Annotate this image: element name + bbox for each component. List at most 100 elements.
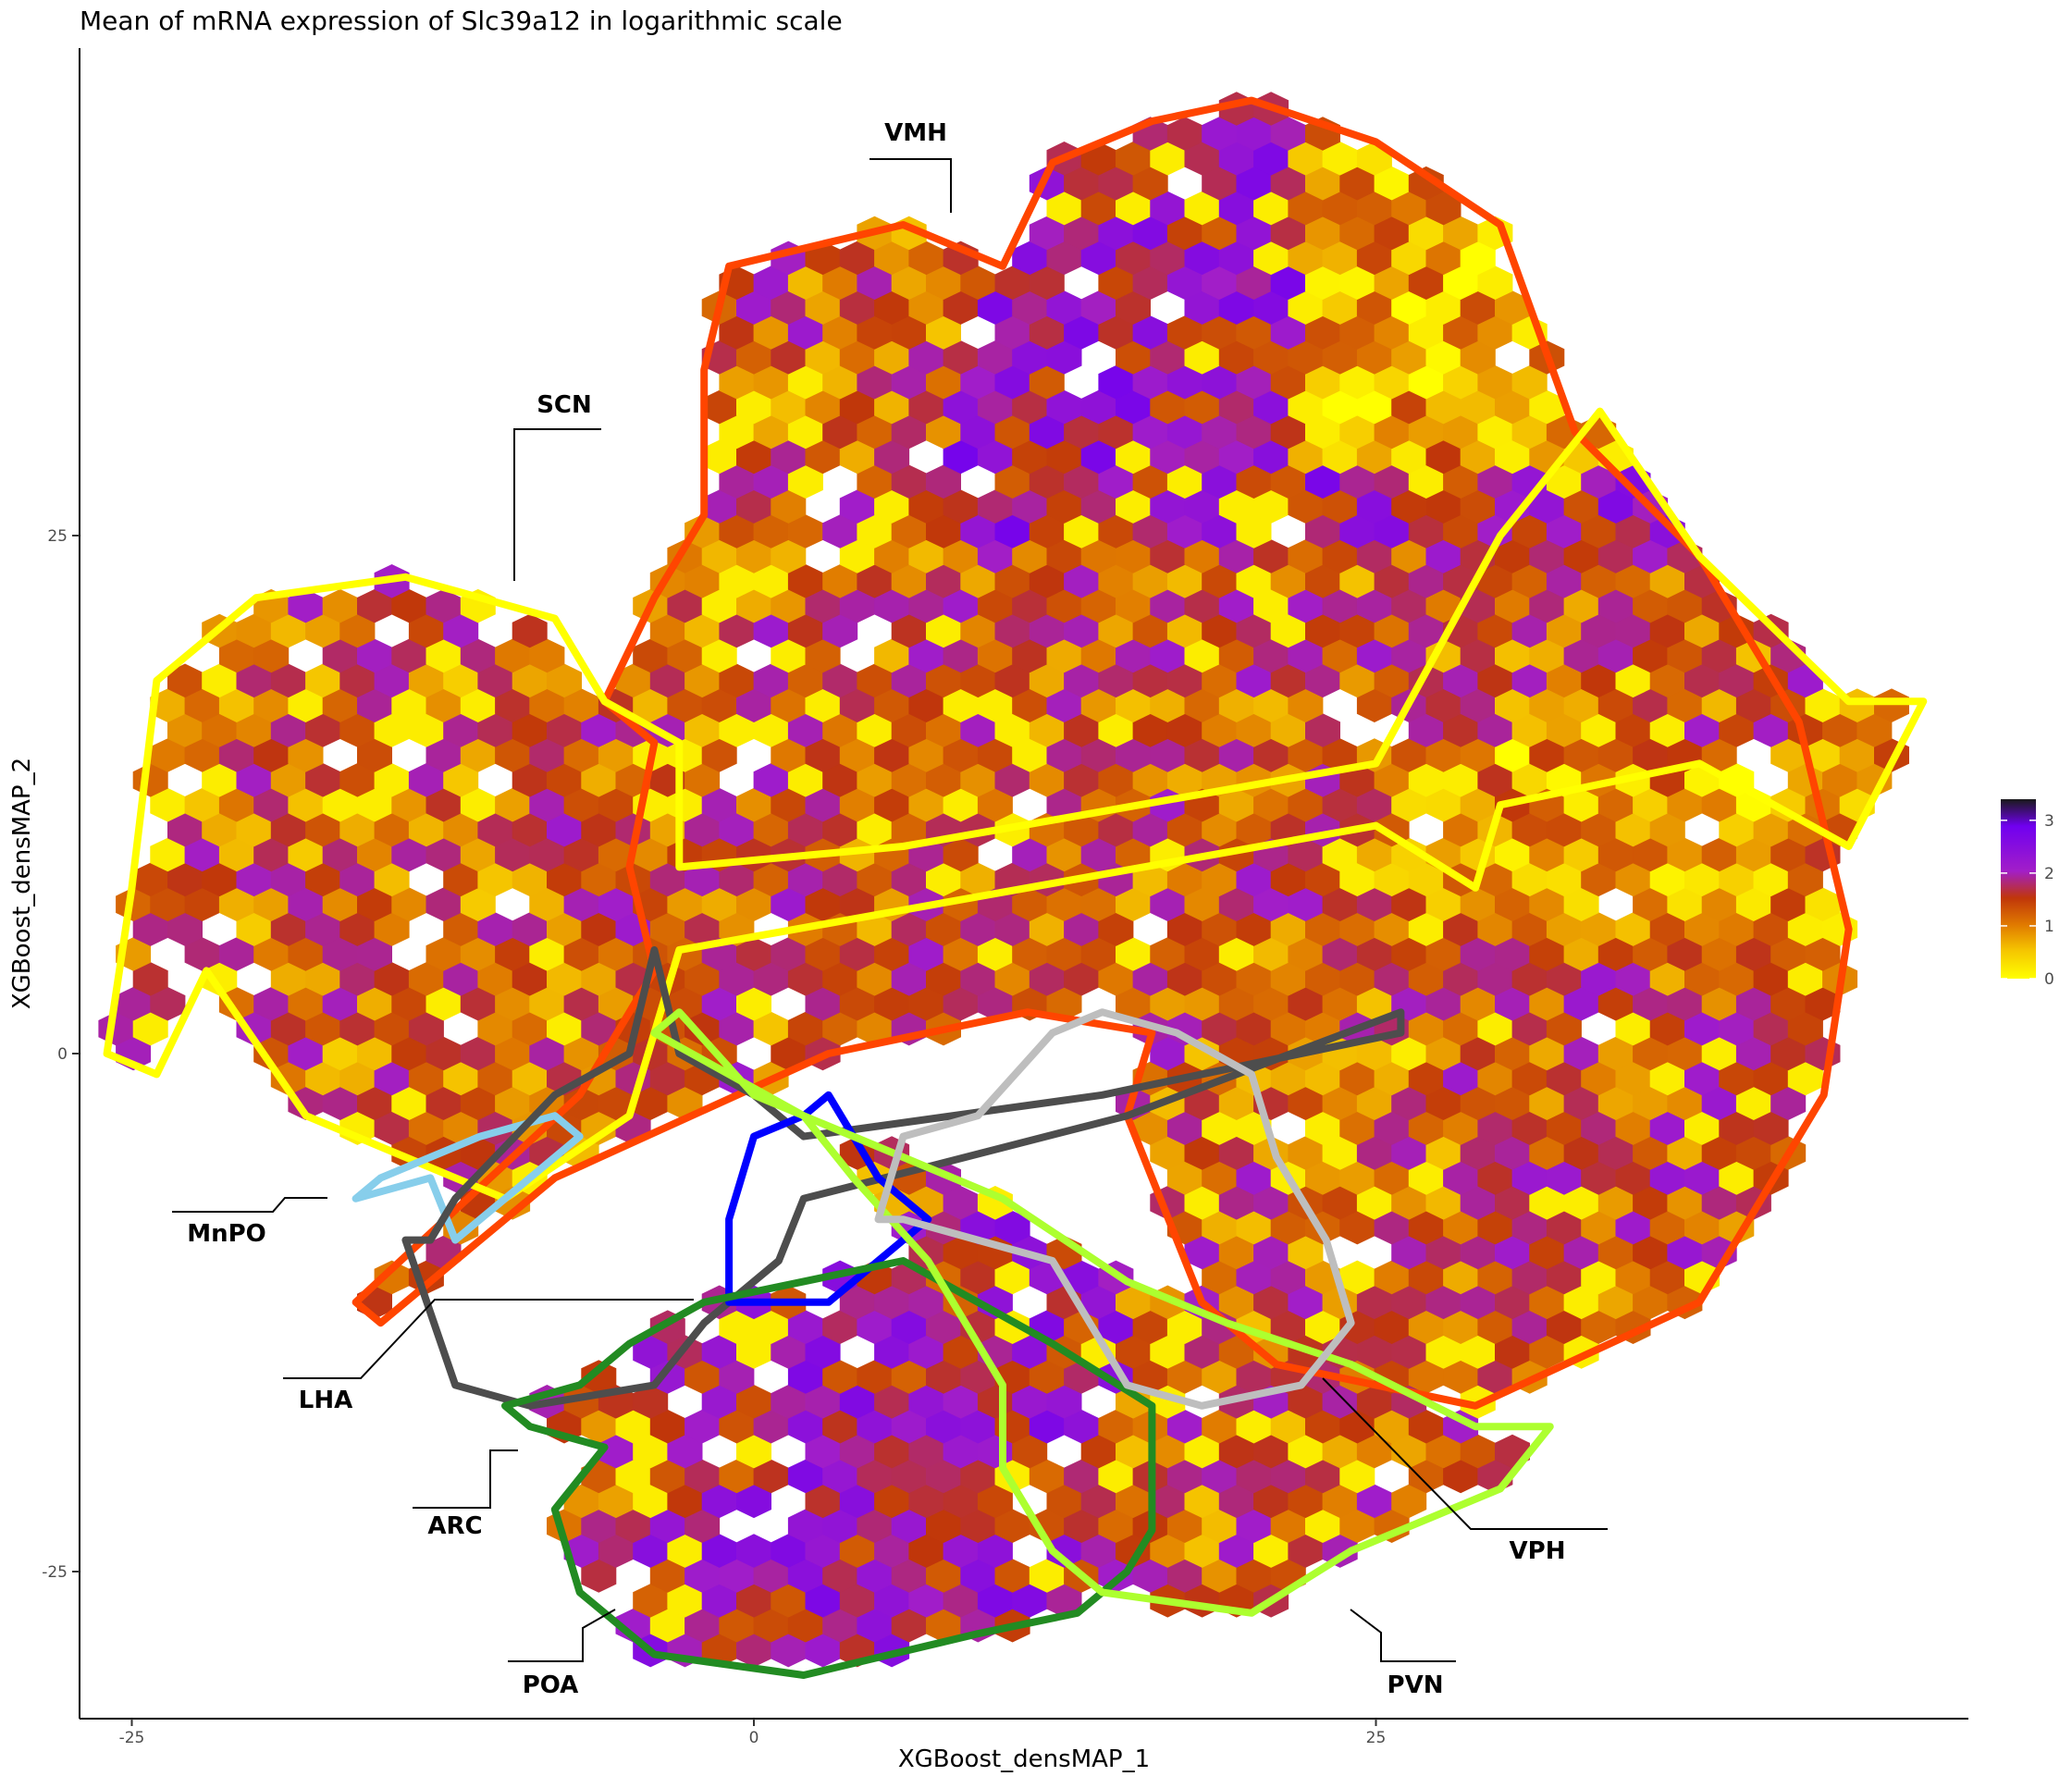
hex-cell (649, 1459, 685, 1494)
hex-cell (667, 887, 703, 921)
hex-cell (1184, 142, 1220, 176)
hex-cell (1374, 464, 1410, 499)
hex-cell (977, 439, 1013, 475)
hex-cell (857, 763, 893, 797)
hex-cell (1166, 812, 1202, 847)
hex-cell (633, 837, 669, 872)
hex-cell (1477, 862, 1513, 897)
hex-cell (736, 1584, 771, 1618)
hex-cell (1667, 1036, 1703, 1071)
region-outlines (103, 96, 1928, 1679)
hex-cell (1391, 937, 1427, 971)
hex-cell (1408, 862, 1444, 897)
hex-cell (339, 713, 376, 747)
region-label-mnpo: MnPO (187, 1220, 266, 1248)
hex-cell (1563, 638, 1599, 673)
hex-cell (1322, 240, 1358, 276)
hex-cell (563, 1086, 599, 1120)
hex-cell (1719, 1111, 1755, 1145)
hex-cell (1029, 763, 1065, 797)
hex-cell (1615, 1061, 1651, 1096)
hex-cell (960, 414, 996, 450)
hex-cell (1495, 1086, 1530, 1120)
hex-cell (736, 340, 771, 375)
hex-cell (305, 663, 341, 698)
hex-cell (1460, 290, 1496, 325)
y-axis-title: XGBoost_densMAP_2 (8, 758, 36, 1009)
hex-cell (1098, 265, 1134, 300)
hex-cell (1288, 142, 1324, 176)
hex-cell (1166, 862, 1202, 897)
hex-cell (150, 688, 186, 722)
hex-cell (1787, 912, 1823, 946)
hex-cell (1425, 638, 1462, 673)
hex-cell (1391, 240, 1427, 276)
hex-cell (1597, 787, 1634, 822)
hex-cell (1684, 1061, 1720, 1096)
hex-cell (1667, 638, 1703, 673)
hex-cell (1408, 1310, 1444, 1344)
hex-cell (150, 738, 186, 772)
hex-cell (1374, 1061, 1410, 1096)
hex-cell (460, 787, 496, 822)
y-tick-label: -25 (42, 1563, 68, 1582)
hex-cell (305, 763, 341, 797)
hex-cell (1425, 738, 1462, 772)
region-outline-mnpo (352, 1112, 584, 1244)
hex-cell (322, 837, 358, 872)
hex-cell (977, 937, 1013, 971)
hex-cell (1218, 638, 1254, 673)
hex-cell (753, 464, 789, 499)
hex-cell (1270, 1310, 1306, 1344)
hex-cell (701, 1385, 737, 1419)
hex-cell (1132, 564, 1168, 598)
hex-cell (943, 837, 979, 872)
hex-cell (1236, 514, 1272, 549)
hex-cell (1443, 464, 1479, 499)
hex-cell (581, 1111, 617, 1145)
hex-cell (1236, 414, 1272, 450)
hex-cell (270, 713, 306, 747)
hex-cell (1581, 862, 1617, 897)
hex-cell (426, 787, 462, 822)
hex-cell (1684, 862, 1720, 897)
hex-cell (253, 887, 290, 921)
hex-cell (1236, 962, 1272, 996)
hex-cell (1701, 1136, 1737, 1170)
hex-cell (1288, 1534, 1324, 1568)
hex-cell (1719, 1011, 1755, 1046)
hex-cell (1218, 887, 1254, 921)
hex-cell (374, 812, 410, 847)
hex-cell (1064, 613, 1100, 648)
hex-cell (1322, 638, 1358, 673)
hex-cell (684, 1011, 721, 1046)
hex-cell (1443, 1310, 1479, 1344)
hex-cell (1667, 787, 1703, 822)
hex-cell (460, 837, 496, 872)
hex-cell (771, 389, 807, 425)
hex-cell (1253, 688, 1289, 722)
hex-cell (787, 663, 823, 698)
hex-cell (1064, 713, 1100, 747)
hex-cell (1425, 1235, 1462, 1270)
hex-cell (771, 1633, 807, 1668)
hex-cell (1184, 340, 1220, 375)
hex-cell (753, 514, 789, 549)
hex-cell (960, 564, 996, 598)
hex-cell (805, 1534, 841, 1568)
hex-cell (1356, 787, 1392, 822)
hex-cell (805, 1335, 841, 1369)
hex-cell (1391, 290, 1427, 325)
hex-cell (1322, 1186, 1358, 1220)
hex-cell (822, 812, 858, 847)
hex-cell (1529, 1285, 1565, 1320)
hex-cell (1615, 1111, 1651, 1145)
hex-cell (150, 987, 186, 1021)
hex-cell (443, 962, 479, 996)
leader-line-pvn (1350, 1609, 1456, 1662)
hex-cell (719, 315, 755, 350)
hex-cell (1116, 142, 1151, 176)
x-axis-ticks: -25 0 25 (119, 1719, 1386, 1747)
hex-cell (649, 862, 685, 897)
